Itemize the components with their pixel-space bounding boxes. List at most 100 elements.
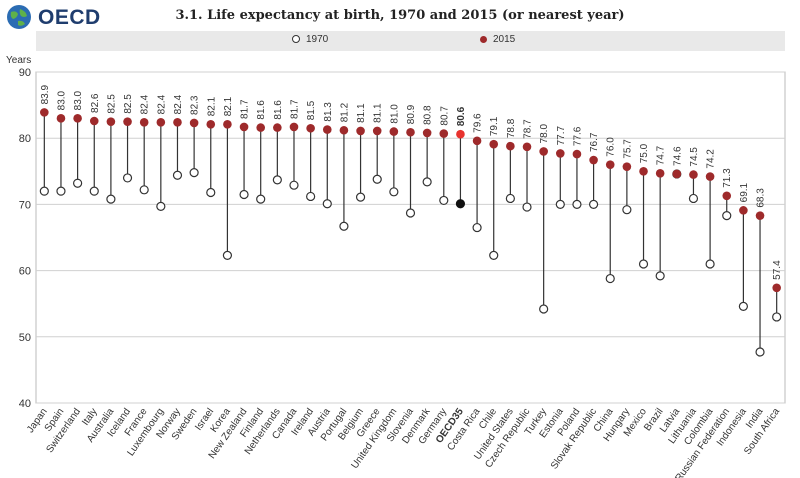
data-label-3: 82.6 <box>90 93 101 113</box>
marker-2015-26 <box>472 136 482 146</box>
marker-2015-22 <box>406 127 415 137</box>
data-label-36: 75.0 <box>639 143 650 163</box>
data-label-34: 76.0 <box>606 137 617 157</box>
marker-2015-3 <box>89 116 99 126</box>
marker-1970-12 <box>239 189 249 200</box>
data-label-35: 75.7 <box>622 139 633 159</box>
data-label-42: 69.1 <box>739 182 750 202</box>
marker-2015-11 <box>223 119 232 129</box>
data-label-40: 74.2 <box>706 149 717 169</box>
legend-label-2015: 2015 <box>493 34 516 45</box>
y-tick-label-40: 40 <box>19 398 31 410</box>
marker-2015-34 <box>605 160 615 169</box>
marker-2015-4 <box>106 117 116 126</box>
data-label-38: 74.6 <box>672 146 683 166</box>
data-label-39: 74.5 <box>689 147 700 167</box>
data-label-16: 81.5 <box>306 100 317 120</box>
marker-1970-19 <box>355 192 366 202</box>
marker-1970-23 <box>422 177 432 187</box>
marker-2015-38 <box>672 169 682 179</box>
marker-2015-1 <box>56 114 66 123</box>
marker-2015-16 <box>306 123 315 133</box>
marker-2015-2 <box>73 114 82 123</box>
marker-1970-5 <box>122 173 133 183</box>
marker-2015-13 <box>256 123 266 132</box>
data-label-44: 57.4 <box>772 260 783 280</box>
marker-2015-17 <box>322 125 332 134</box>
data-label-22: 80.9 <box>406 104 417 124</box>
marker-2015-41 <box>722 191 732 201</box>
data-label-6: 82.4 <box>140 94 151 114</box>
marker-1970-27 <box>489 250 499 260</box>
marker-1970-25 <box>455 199 466 209</box>
marker-1970-41 <box>722 211 732 221</box>
marker-2015-19 <box>356 126 365 136</box>
marker-1970-24 <box>439 195 449 206</box>
marker-2015-31 <box>556 149 565 158</box>
y-axis-label: Years <box>6 55 31 66</box>
marker-2015-37 <box>655 168 665 178</box>
marker-2015-0 <box>40 108 49 117</box>
marker-2015-32 <box>572 149 582 159</box>
marker-1970-31 <box>555 199 565 209</box>
marker-2015-43 <box>755 211 765 220</box>
data-label-14: 81.6 <box>273 100 284 120</box>
legend-marker-1970 <box>292 35 300 44</box>
data-label-11: 82.1 <box>223 96 234 116</box>
marker-1970-43 <box>755 347 765 357</box>
marker-2015-24 <box>439 129 449 138</box>
marker-2015-40 <box>705 172 715 181</box>
marker-2015-30 <box>539 147 548 156</box>
data-label-18: 81.2 <box>339 102 350 122</box>
marker-2015-7 <box>156 118 166 127</box>
data-label-41: 71.3 <box>722 168 733 188</box>
marker-2015-35 <box>622 162 632 171</box>
data-label-37: 74.7 <box>656 145 667 165</box>
marker-1970-2 <box>73 178 83 188</box>
data-label-0: 83.9 <box>40 84 51 104</box>
data-label-28: 78.8 <box>506 118 517 138</box>
data-label-17: 81.3 <box>323 102 334 122</box>
marker-1970-9 <box>189 168 199 178</box>
data-label-12: 81.7 <box>240 99 251 119</box>
marker-2015-18 <box>339 125 349 135</box>
data-label-27: 79.1 <box>489 116 500 136</box>
data-label-32: 77.6 <box>572 126 583 146</box>
data-label-23: 80.8 <box>423 105 434 125</box>
data-label-24: 80.7 <box>439 106 450 126</box>
marker-1970-42 <box>738 301 748 311</box>
marker-2015-12 <box>239 122 249 132</box>
data-label-7: 82.4 <box>156 94 167 114</box>
marker-1970-0 <box>39 186 49 196</box>
marker-2015-14 <box>273 123 282 132</box>
marker-1970-3 <box>89 186 99 196</box>
data-label-43: 68.3 <box>756 188 767 208</box>
chart-legend: 1970 2015 <box>36 31 785 51</box>
marker-1970-29 <box>522 202 532 212</box>
data-label-10: 82.1 <box>206 96 217 116</box>
data-label-15: 81.7 <box>289 99 300 119</box>
data-label-21: 81.0 <box>389 104 400 124</box>
legend-label-1970: 1970 <box>306 34 329 45</box>
logo-text: OECD <box>38 6 101 29</box>
marker-2015-9 <box>189 118 199 128</box>
marker-2015-25 <box>456 129 465 139</box>
marker-2015-42 <box>739 206 748 215</box>
data-label-29: 78.7 <box>523 119 534 139</box>
legend-marker-2015 <box>480 35 487 43</box>
marker-1970-32 <box>572 199 582 209</box>
legend-item-2015: 2015 <box>480 34 515 45</box>
marker-1970-8 <box>172 170 183 180</box>
marker-1970-13 <box>256 194 266 204</box>
y-tick-label-90: 90 <box>19 67 31 79</box>
marker-1970-6 <box>139 185 149 195</box>
marker-2015-20 <box>372 126 382 136</box>
data-label-31: 77.7 <box>556 126 567 146</box>
marker-1970-30 <box>539 304 549 314</box>
marker-1970-21 <box>389 187 399 197</box>
marker-1970-16 <box>306 191 316 202</box>
marker-2015-33 <box>589 155 598 165</box>
marker-1970-28 <box>505 193 515 204</box>
marker-1970-10 <box>206 187 216 198</box>
